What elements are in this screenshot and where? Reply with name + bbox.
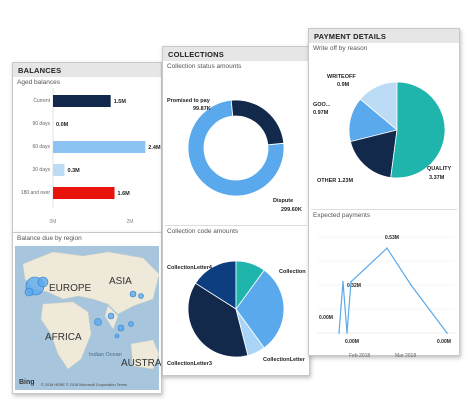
aged-row-label: Current [33, 98, 50, 104]
label-disputed: Dispute [273, 198, 293, 204]
label-writeoff: WRITEOFF [327, 74, 356, 80]
collection-status-title: Collection status amounts [167, 63, 242, 70]
writeoff-slice [390, 81, 446, 179]
map-title: Balance due by region [17, 235, 82, 242]
aged-bar [53, 164, 65, 176]
point-label-1: 0.32M [347, 283, 361, 289]
collection-code-title: Collection code amounts [167, 228, 239, 235]
expected-title: Expected payments [313, 212, 371, 219]
expected-point [350, 281, 352, 283]
asia-bubble [114, 333, 120, 339]
label-letter4: CollectionLetter4 [167, 265, 213, 271]
code-slice [194, 260, 237, 310]
label-promised-value: 99.87K [193, 106, 211, 112]
code-slice [187, 282, 249, 358]
writeoff-slice [349, 129, 398, 179]
point-label-2: 0.53M [385, 235, 399, 241]
map-copyright: © 2018 HERE © 2018 Microsoft Corporation… [41, 383, 127, 387]
asia-bubble [129, 290, 137, 298]
aged-bar-value: 0.0M [56, 122, 69, 128]
aged-bar-value: 0.3M [68, 168, 81, 174]
payment-header: PAYMENT DETAILS [309, 29, 459, 43]
collections-panel: COLLECTIONS Collection status amounts Pr… [162, 46, 310, 376]
label-disputed-value: 299.60K [281, 207, 302, 213]
map-label-indian-ocean: Indian Ocean [89, 352, 122, 358]
aged-bar-value: 2.4M [148, 145, 161, 151]
aged-bar [53, 95, 111, 107]
aged-bar-value: 1.6M [118, 191, 131, 197]
asia-bubble [138, 293, 144, 299]
payment-panel: PAYMENT DETAILS Write off by reason WRIT… [308, 28, 460, 359]
bing-logo: Bing [19, 379, 35, 386]
asia-bubble [128, 321, 134, 327]
label-quality: QUALITY [427, 166, 451, 172]
status-slice [230, 99, 285, 146]
collection-status-chart[interactable]: Promised to pay 99.87K Dispute 299.60K [163, 72, 309, 220]
label-writeoff-value: 0.9M [337, 82, 350, 88]
map-label-africa: AFRICA [45, 332, 82, 343]
expected-point [446, 332, 448, 334]
label-other: OTHER 1.23M [317, 178, 353, 184]
collections-header: COLLECTIONS [163, 47, 309, 61]
label-goods: GOO... [313, 102, 331, 108]
code-slice [235, 269, 285, 349]
expected-point [410, 284, 412, 286]
label-letter5: CollectionLetter [263, 357, 306, 363]
expected-point [346, 332, 348, 334]
point-label-4: 0.00M [437, 339, 451, 345]
aged-bar-value: 1.5M [114, 99, 127, 105]
x-tick-mar: Mar 2018 [395, 353, 416, 359]
africa-landmass [40, 301, 92, 370]
point-label-0: 0.00M [345, 339, 359, 345]
asia-bubble [117, 324, 125, 332]
europe-bubble [24, 287, 34, 297]
map-label-austra: AUSTRA [121, 358, 161, 369]
aged-row-label: 90 days [32, 121, 50, 127]
writeoff-chart[interactable]: WRITEOFF 0.9M GOO... 0.97M OTHER 1.23M Q… [309, 54, 459, 204]
aged-bar [53, 187, 115, 199]
eurasia-landmass [22, 251, 160, 315]
australia-landmass [130, 339, 160, 370]
status-slice [187, 99, 285, 197]
aged-row-label: 60 days [32, 144, 50, 150]
map-tile: Balance due by region EUROPE ASIA AFRICA… [12, 232, 162, 394]
writeoff-title: Write off by reason [313, 45, 368, 52]
balances-panel: BALANCES Aged balances Current 1.5M 90 day… [12, 62, 162, 234]
label-promised: Promised to pay [167, 98, 211, 104]
asia-bubble [94, 318, 102, 326]
collection-code-chart[interactable]: CollectionLetter4 Collection CollectionL… [163, 237, 309, 383]
aged-x-tick: 0M [50, 219, 57, 225]
asia-bubble [107, 312, 115, 320]
map-label-asia: ASIA [109, 276, 132, 287]
label-letter3: CollectionLetter3 [167, 361, 212, 367]
aged-x-tick: 2M [126, 219, 133, 225]
region-map[interactable]: EUROPE ASIA AFRICA Indian Ocean AUSTRA B… [13, 244, 162, 392]
label-goods-value: 0.97M [313, 110, 329, 116]
expected-payments-chart[interactable]: 0.00M 0.32M 0.53M 0.00M 0.00M Feb 2018 M… [309, 221, 459, 361]
balances-header: BALANCES [13, 63, 161, 77]
aged-row-label: 180 and over [21, 190, 51, 196]
expected-point [386, 247, 388, 249]
map-label-europe: EUROPE [49, 283, 92, 294]
expected-point [342, 281, 344, 283]
aged-bar [53, 141, 146, 153]
label-letter1: Collection [279, 269, 306, 275]
expected-point [338, 332, 340, 334]
tile-divider [311, 209, 457, 210]
x-tick-feb: Feb 2018 [349, 353, 370, 359]
label-quality-value: 3.37M [429, 175, 445, 181]
aged-balances-title: Aged balances [17, 79, 61, 86]
point-label-3: 0.00M [319, 315, 333, 321]
tile-divider [165, 225, 307, 226]
code-slice [235, 260, 265, 311]
aged-row-label: 30 days [32, 167, 50, 173]
europe-bubble [37, 276, 49, 288]
aged-balances-chart[interactable]: Current 1.5M 90 days 0.0M 60 days 2.4M 30 days… [13, 88, 161, 228]
